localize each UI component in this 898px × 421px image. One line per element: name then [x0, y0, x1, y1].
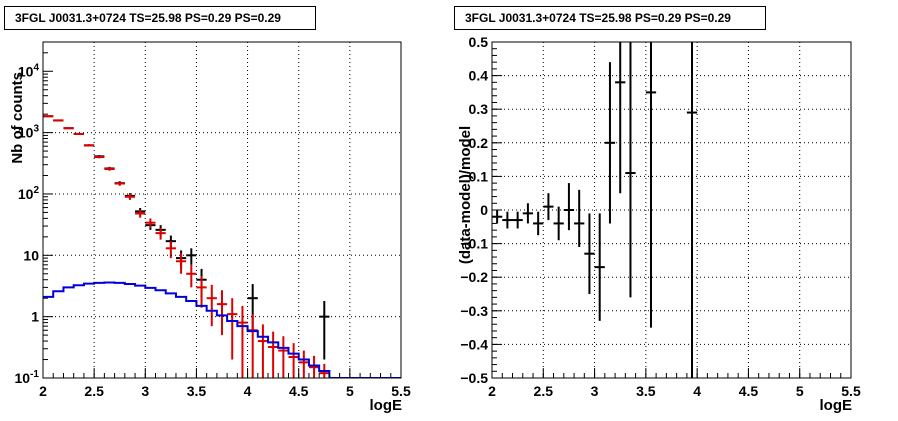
data-point — [574, 189, 585, 247]
model-point — [298, 350, 309, 378]
x-tick-label: 4 — [244, 383, 252, 399]
x-tick-label: 3 — [591, 383, 599, 399]
plot-frame — [491, 41, 852, 379]
data-point — [625, 42, 636, 298]
model-point — [278, 336, 289, 378]
data-point — [319, 300, 330, 360]
data-point — [186, 248, 197, 265]
model-point — [288, 343, 299, 378]
y-tick-label: 0.4 — [469, 68, 489, 84]
data-point — [553, 206, 564, 241]
y-tick-label: −0.1 — [460, 236, 488, 252]
data-point — [645, 42, 657, 328]
data-point — [543, 193, 554, 221]
data-point — [563, 183, 575, 231]
model-point — [53, 119, 64, 122]
data-point — [604, 62, 616, 224]
x-tick-label: 4 — [693, 383, 701, 399]
data-point — [512, 211, 523, 229]
x-tick-label: 5 — [346, 383, 354, 399]
y-tick-label: 0.5 — [469, 34, 489, 50]
y-tick-label: 1 — [31, 309, 39, 325]
model-point — [268, 331, 279, 378]
model-point — [247, 314, 258, 378]
x-tick-label: 4.5 — [739, 383, 759, 399]
x-tick-label: 2.5 — [84, 383, 104, 399]
model-point — [155, 227, 166, 240]
y-tick-label: −0.2 — [460, 269, 488, 285]
model-point — [104, 167, 115, 171]
x-tick-label: 3.5 — [636, 383, 656, 399]
y-tick-label: 0.1 — [469, 168, 489, 184]
x-tick-label: 4.5 — [289, 383, 309, 399]
x-tick-label: 5 — [796, 383, 804, 399]
y-tick-label: −0.5 — [460, 370, 488, 386]
x-tick-label: 5.5 — [391, 383, 411, 399]
model-point — [227, 298, 238, 360]
plot-frame — [42, 41, 402, 379]
right-y-axis-title: (data-model)/model — [457, 126, 474, 264]
model-point — [216, 290, 228, 336]
y-tick-label: 102 — [18, 185, 40, 202]
model-point — [135, 209, 146, 218]
residuals-plot: 2 2.5 3 3.5 4 4.5 5 5.5 −0.5 −0.4 −0.3 −0.2 −0.1 0 0.1… — [460, 34, 861, 399]
left-plot-title: 3FGL J0031.3+0724 TS=25.98 PS=0.29 PS=0.… — [4, 6, 316, 30]
model-point — [196, 275, 207, 308]
right-x-axis-title: logE — [820, 397, 853, 414]
y-tick-label: 104 — [18, 62, 40, 79]
x-tick-label: 3.5 — [187, 383, 207, 399]
plot-area — [43, 115, 401, 378]
model-point — [124, 193, 136, 200]
model-point — [114, 181, 125, 186]
model-point — [186, 264, 197, 288]
model-point — [145, 218, 156, 228]
model-point — [175, 252, 187, 274]
y-tick-label: −0.3 — [460, 303, 488, 319]
model-point — [43, 115, 54, 118]
model-point — [257, 324, 269, 378]
model-histogram-line — [43, 281, 401, 378]
y-tick-label: 0 — [480, 202, 488, 218]
x-tick-label: 5.5 — [841, 383, 861, 399]
data-point — [594, 213, 605, 321]
data-point — [615, 42, 626, 194]
x-tick-label: 2 — [39, 383, 47, 399]
model-point — [73, 132, 84, 135]
data-point — [584, 213, 595, 294]
x-tick-label: 2.5 — [534, 383, 554, 399]
y-tick-label: 0.2 — [469, 135, 489, 151]
x-tick-label: 2 — [488, 383, 496, 399]
model-point — [206, 284, 217, 327]
data-point — [533, 211, 544, 236]
counts-plot: 2 2.5 3 3.5 4 4.5 5 5.5 10-1 1 10 102 103 104 — [15, 41, 411, 399]
model-point — [63, 127, 74, 130]
model-point — [165, 241, 176, 259]
y-tick-label: −0.4 — [460, 336, 488, 352]
model-point — [83, 144, 95, 147]
y-tick-label: 103 — [18, 124, 40, 141]
left-y-axis-title: Nb of counts — [9, 72, 26, 164]
plot-area — [492, 42, 698, 378]
y-tick-label: 10 — [23, 247, 39, 263]
model-point — [237, 305, 248, 378]
data-point — [502, 211, 513, 229]
model-point — [308, 355, 320, 378]
model-point — [94, 155, 105, 159]
data-point — [522, 203, 534, 224]
right-plot-title: 3FGL J0031.3+0724 TS=25.98 PS=0.29 PS=0.… — [454, 6, 766, 30]
y-tick-label: 0.3 — [469, 101, 489, 117]
x-tick-label: 3 — [141, 383, 149, 399]
y-tick-label: 10-1 — [15, 369, 40, 386]
model-point — [319, 363, 330, 378]
left-x-axis-title: logE — [370, 397, 403, 414]
